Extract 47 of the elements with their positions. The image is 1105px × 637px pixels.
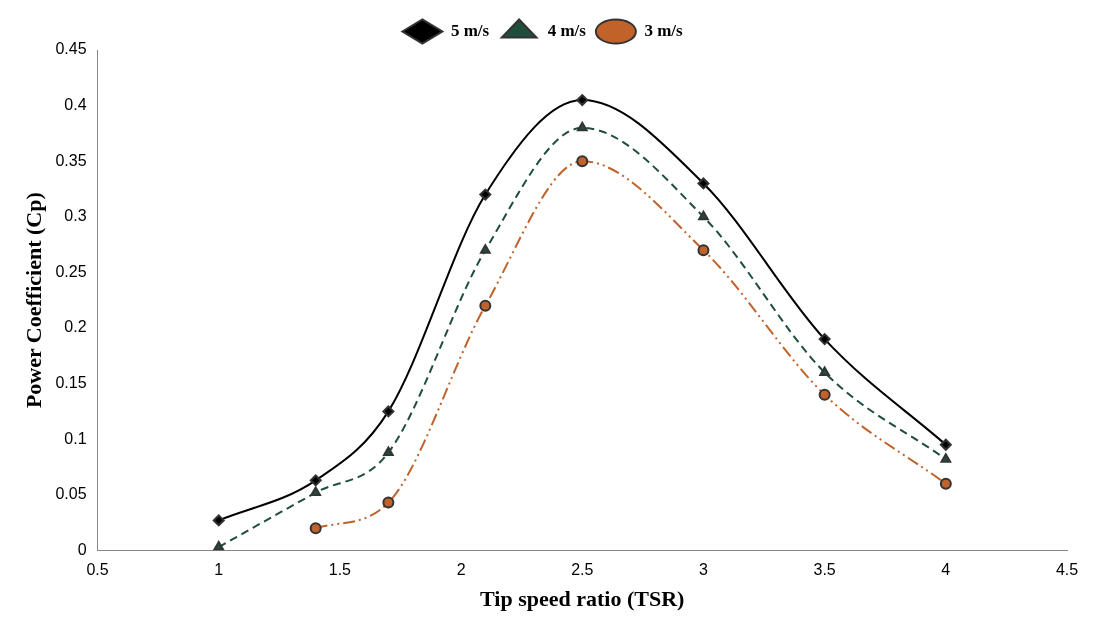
point — [213, 541, 225, 551]
point — [479, 188, 492, 201]
y-tick-label: 0.1 — [64, 429, 87, 447]
x-tick-label: 4 — [941, 561, 951, 579]
point — [576, 121, 588, 132]
point — [309, 522, 322, 535]
x-axis-title: Tip speed ratio (TSR) — [480, 586, 685, 612]
point — [939, 438, 952, 451]
point — [309, 474, 322, 487]
legend-label: 3 m/s — [644, 20, 684, 40]
y-tick-label: 0.45 — [55, 40, 87, 58]
y-tick-label: 0.4 — [64, 96, 87, 114]
point — [819, 366, 830, 376]
y-tick-label: 0 — [77, 540, 87, 558]
point — [576, 155, 589, 168]
legend-label: 4 m/s — [547, 20, 587, 40]
point — [697, 177, 710, 190]
point — [818, 388, 831, 401]
x-tick-label: 4.5 — [1055, 561, 1079, 579]
x-tick-label: 0.5 — [86, 561, 109, 579]
point — [697, 244, 710, 257]
point — [382, 405, 395, 418]
x-tick-label: 3 — [699, 561, 708, 579]
y-tick-label: 0.25 — [55, 262, 87, 280]
y-tick-label: 0.2 — [64, 318, 87, 336]
point — [818, 333, 831, 346]
y-tick-label: 0.05 — [55, 485, 87, 503]
point — [940, 453, 952, 463]
y-tick-label: 0.15 — [55, 374, 87, 392]
x-tick-label: 3.5 — [813, 561, 836, 579]
y-axis-title: Power Coefficient (Cp) — [20, 192, 46, 409]
point — [939, 477, 952, 490]
point — [479, 244, 491, 254]
legend-label: 5 m/s — [450, 20, 490, 40]
point — [479, 299, 492, 312]
point — [698, 210, 709, 221]
point — [212, 514, 225, 527]
point — [310, 486, 321, 497]
point — [576, 94, 589, 107]
x-tick-label: 2 — [456, 561, 466, 579]
x-tick-label: 1 — [214, 561, 224, 579]
x-tick-label: 1.5 — [328, 561, 352, 579]
x-tick-label: 2.5 — [571, 561, 594, 579]
y-tick-label: 0.35 — [55, 151, 87, 169]
point — [383, 446, 394, 457]
point — [382, 496, 395, 509]
y-tick-label: 0.3 — [64, 207, 87, 225]
